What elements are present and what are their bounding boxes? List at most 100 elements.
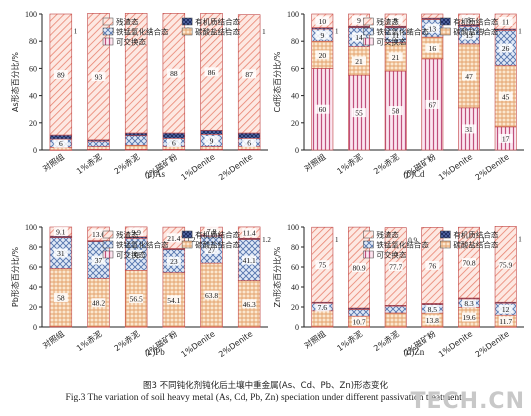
- data-label: 31: [57, 249, 65, 258]
- legend-swatch-femn: [363, 240, 374, 249]
- data-label-bg: [53, 70, 68, 80]
- category-label: 对照组: [302, 151, 327, 173]
- legend-label: 碳酸盐结合态: [195, 27, 240, 37]
- legend-swatch-carbonate: [440, 27, 451, 36]
- figure-caption-en: Fig.3 The variation of soil heavy metal …: [65, 393, 466, 403]
- side-annotation: 1: [518, 27, 522, 35]
- data-label: 17: [502, 134, 510, 143]
- bar-segment-carbonate: [384, 312, 407, 328]
- side-annotation: 1.2: [262, 236, 271, 244]
- data-label: 75: [319, 261, 327, 270]
- legend-label: 铁锰氧化结合态: [376, 27, 429, 37]
- data-label: 10: [319, 17, 327, 26]
- watermark: TECH.CN: [410, 389, 525, 414]
- data-label: 67: [429, 100, 437, 109]
- category-label: 对照组: [41, 151, 66, 173]
- data-label-bg: [388, 52, 403, 62]
- category-label: 2%Denite: [474, 152, 511, 182]
- data-label: 12: [502, 305, 510, 314]
- legend-label: 残渣态: [116, 230, 139, 240]
- chart-panel-4: 0 20 40 60 80 100 Zn形态百分比/% 7.6 75 1 对照组 10.7 80.9 1%…: [272, 223, 524, 359]
- data-label: 6: [59, 139, 63, 148]
- side-annotation: 1: [482, 27, 486, 35]
- category-label: 对照组: [41, 328, 66, 350]
- data-label: 88: [170, 69, 178, 78]
- data-label: 41.1: [243, 256, 256, 265]
- data-label: 9: [320, 31, 324, 40]
- bar-segment-organic: [237, 132, 261, 139]
- data-label: 10.7: [352, 318, 365, 327]
- data-label-bg: [462, 30, 476, 40]
- data-label-bg: [91, 72, 106, 82]
- data-label: 27: [208, 246, 216, 255]
- legend-label: 有机质结合态: [195, 230, 240, 240]
- category-label: 1%Denite: [179, 329, 216, 359]
- data-label-bg: [388, 261, 403, 271]
- y-tick-label: 0: [295, 146, 299, 155]
- data-label: 6: [172, 139, 176, 148]
- category-label: 2%Denite: [474, 329, 511, 359]
- bar-segment-femn: [87, 140, 110, 147]
- data-label-bg: [425, 260, 440, 270]
- data-label-bg: [498, 133, 513, 143]
- data-label: 75.9: [499, 260, 512, 269]
- data-label-bg: [462, 258, 476, 268]
- data-label: 13: [429, 24, 437, 33]
- data-label-bg: [315, 16, 330, 26]
- data-label: 58: [392, 107, 400, 116]
- data-label-bg: [91, 229, 106, 239]
- y-tick-label: 60: [29, 64, 37, 73]
- data-label: 14: [355, 33, 363, 42]
- data-label: 7.8: [207, 227, 217, 236]
- legend-swatch-residual: [363, 230, 374, 239]
- legend-swatch-organic: [440, 230, 451, 239]
- panel-label: (a)As: [145, 169, 165, 179]
- bar-segment-organic: [200, 129, 223, 135]
- legend-label: 有机质结合态: [453, 17, 498, 27]
- bar-segment-organic: [49, 134, 73, 140]
- data-label: 19.6: [462, 313, 475, 322]
- legend-swatch-organic: [440, 17, 451, 26]
- legend-swatch-carbonate: [181, 27, 193, 36]
- panel-label: (b)Cd: [404, 169, 425, 179]
- legend-label: 可交换态: [116, 37, 146, 47]
- data-label-bg: [498, 304, 513, 314]
- data-label: 21: [392, 53, 400, 62]
- data-label-bg: [425, 315, 440, 325]
- data-label-bg: [53, 293, 68, 303]
- data-label: 87: [245, 70, 253, 79]
- legend-label: 铁锰氧化结合态: [116, 27, 169, 37]
- category-label: 2%Denite: [217, 152, 254, 182]
- y-axis-label: Zn形态百分比/%: [272, 246, 282, 307]
- data-label-bg: [388, 15, 403, 25]
- data-label: 9: [210, 136, 214, 145]
- y-tick-label: 80: [29, 37, 37, 46]
- y-tick-label: 80: [29, 243, 37, 252]
- data-label-bg: [204, 67, 219, 77]
- side-annotation: 1: [224, 27, 228, 35]
- y-tick-label: 20: [291, 303, 299, 312]
- data-label-bg: [129, 227, 144, 237]
- legend-swatch-residual: [102, 230, 114, 239]
- data-label-bg: [352, 317, 366, 327]
- category-label: 2%赤泥: [372, 152, 401, 176]
- data-label: 9: [357, 16, 361, 25]
- data-label-bg: [242, 299, 257, 309]
- category-label: 1%赤泥: [335, 329, 364, 353]
- legend-label: 碳酸盐结合态: [453, 240, 498, 250]
- y-axis-label: Cd形态百分比/%: [272, 51, 282, 112]
- panel-label: (d)Zn: [404, 347, 425, 357]
- data-label: 47: [465, 72, 473, 81]
- data-label-bg: [498, 91, 513, 101]
- category-label: 1%赤泥: [75, 152, 104, 176]
- data-label: 76: [429, 261, 437, 270]
- data-label-bg: [462, 124, 476, 134]
- data-label-bg: [352, 15, 366, 25]
- data-label: 46.3: [243, 300, 256, 309]
- data-label: 60: [319, 105, 327, 114]
- legend-label: 有机质结合态: [195, 17, 240, 27]
- legend-swatch-organic: [181, 230, 193, 239]
- y-tick-label: 0: [295, 323, 299, 332]
- bar-segment-carbonate: [311, 310, 334, 327]
- data-label: 86: [208, 68, 216, 77]
